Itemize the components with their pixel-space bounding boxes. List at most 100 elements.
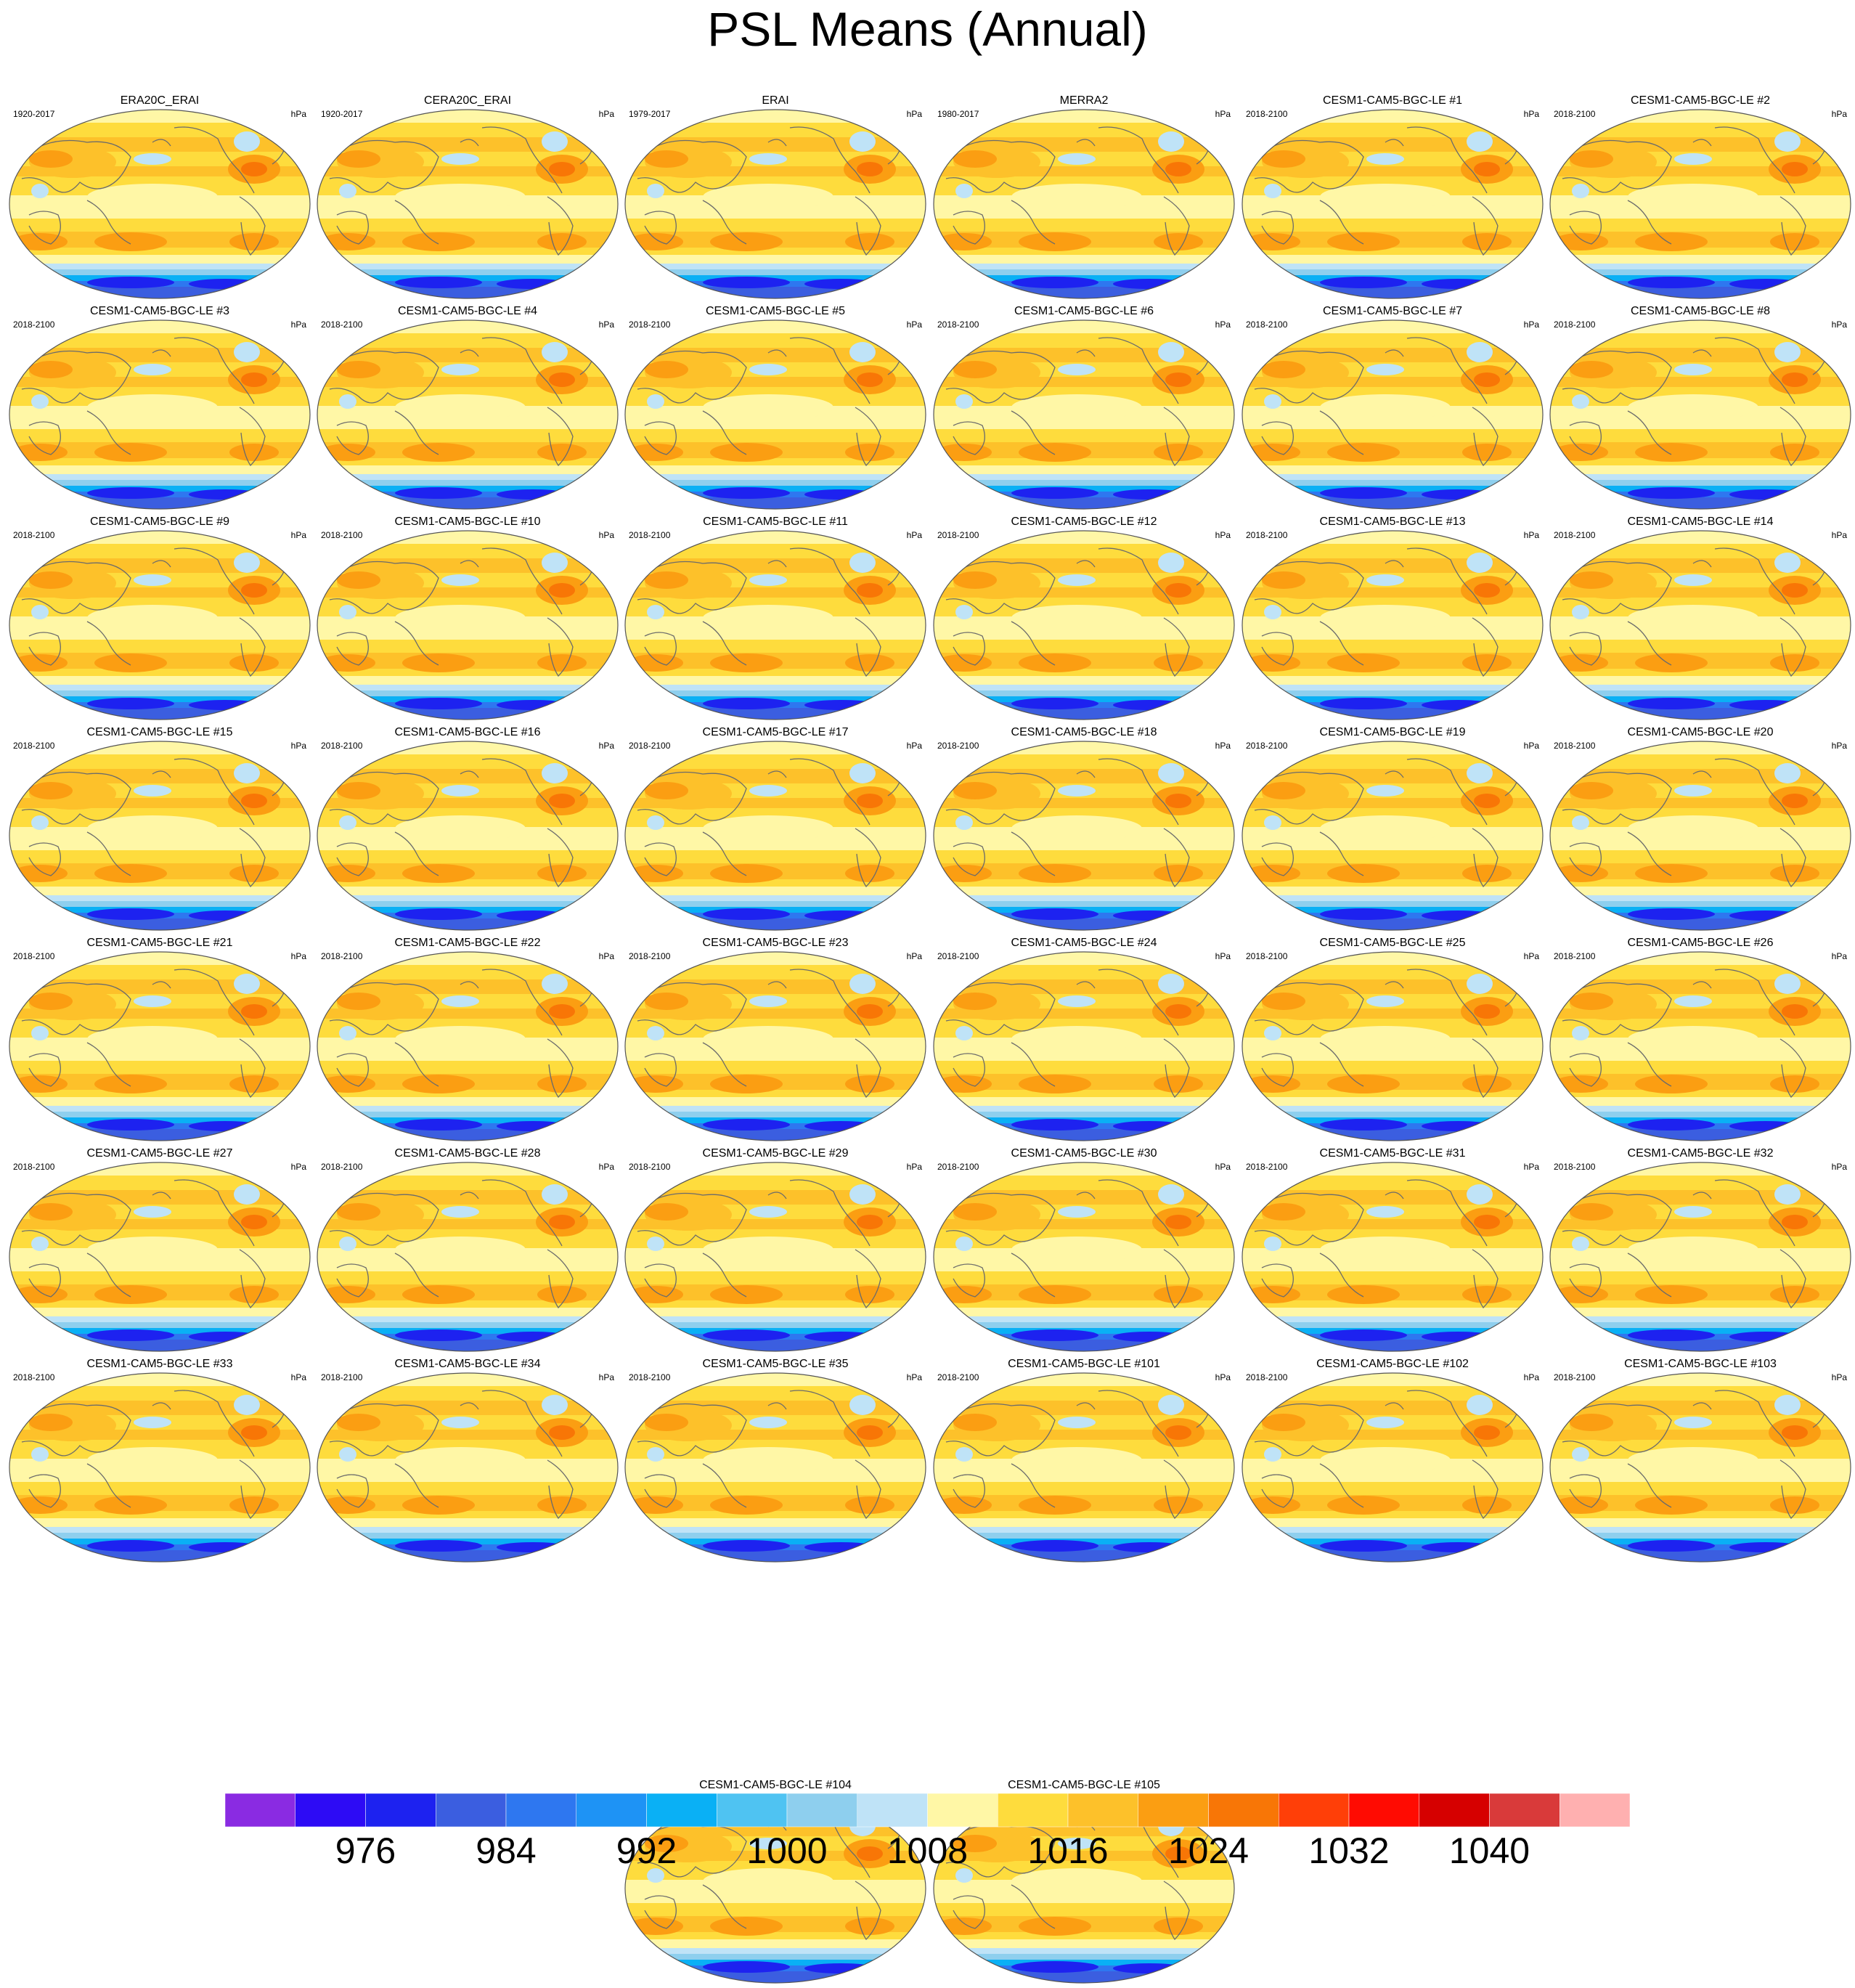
colorbar-box — [1138, 1793, 1209, 1828]
psl-band — [317, 1316, 618, 1322]
panel-title: CESM1-CAM5-BGC-LE #31 — [1319, 1147, 1466, 1160]
coastline — [336, 1053, 369, 1087]
psl-band — [9, 1518, 310, 1527]
pressure-cell — [12, 1286, 68, 1303]
psl-band — [625, 965, 926, 979]
psl-band — [1242, 907, 1543, 913]
pressure-cell — [1366, 153, 1404, 165]
psl-band — [1550, 1112, 1851, 1117]
coastline — [86, 831, 131, 876]
pressure-cell — [1262, 782, 1305, 799]
psl-band — [934, 1511, 1234, 1518]
pressure-cell — [395, 1119, 482, 1131]
coastline — [1779, 1038, 1806, 1099]
pressure-cell — [29, 361, 73, 378]
pressure-cell — [849, 763, 876, 783]
panel-title: CESM1-CAM5-BGC-LE #8 — [1630, 305, 1771, 317]
coastline — [1714, 1390, 1795, 1457]
coastline — [1562, 982, 1672, 1035]
psl-band — [934, 1112, 1234, 1117]
pressure-cell — [241, 794, 267, 808]
coastline — [945, 1192, 1056, 1246]
coastline — [855, 1249, 881, 1309]
panel-title: CESM1-CAM5-BGC-LE #20 — [1627, 726, 1774, 738]
pressure-cell — [937, 654, 992, 672]
pressure-cell — [937, 1286, 992, 1303]
pressure-cell — [402, 1285, 475, 1304]
coastline — [1319, 621, 1364, 666]
psl-band — [934, 1971, 1234, 1983]
pressure-cell — [1635, 232, 1708, 251]
panel-title: CESM1-CAM5-BGC-LE #9 — [89, 516, 230, 528]
map-outline — [933, 1372, 1235, 1563]
pressure-cell — [1158, 974, 1184, 994]
psl-band — [9, 219, 310, 232]
coastline — [789, 969, 871, 1036]
coastline — [1627, 1042, 1672, 1087]
panel-title: CESM1-CAM5-BGC-LE #35 — [702, 1358, 849, 1370]
map-panel: CESM1-CAM5-BGC-LE #15 2018-2100 hPa — [7, 725, 312, 935]
map-panel: CESM1-CAM5-BGC-LE #102 2018-2100 hPa — [1240, 1356, 1545, 1567]
pressure-cell — [1019, 1917, 1091, 1936]
psl-band — [9, 123, 310, 137]
psl-band — [1242, 429, 1543, 442]
pressure-cell — [1474, 1215, 1500, 1229]
panel-period: 2018-2100 — [1246, 1162, 1288, 1172]
pressure-cell — [1467, 763, 1493, 783]
pressure-cell — [937, 1075, 992, 1093]
psl-band — [934, 1527, 1234, 1533]
colorbar-box — [717, 1793, 788, 1828]
psl-band — [934, 1308, 1234, 1316]
pressure-cell — [1474, 162, 1500, 176]
psl-band — [1242, 1511, 1543, 1518]
psl-band — [317, 1386, 618, 1401]
pressure-cell — [703, 1329, 790, 1341]
coastline — [1406, 1390, 1488, 1457]
pressure-cell — [1572, 605, 1589, 619]
pressure-cell — [953, 782, 997, 799]
psl-band — [9, 879, 310, 887]
psl-map — [317, 741, 619, 931]
panel-title: CESM1-CAM5-BGC-LE #27 — [86, 1147, 233, 1160]
pressure-cell — [1011, 1026, 1142, 1052]
coastline — [1261, 211, 1294, 245]
pressure-cell — [1462, 1496, 1512, 1514]
pressure-cell — [1019, 1496, 1091, 1515]
pressure-cell — [1058, 785, 1096, 797]
panel-period: 1979-2017 — [629, 109, 671, 119]
psl-band — [9, 690, 310, 696]
map-panel: CESM1-CAM5-BGC-LE #11 2018-2100 hPa — [623, 514, 928, 725]
panel-units: hPa — [906, 741, 922, 751]
psl-band — [1550, 123, 1851, 137]
panel-units: hPa — [598, 319, 614, 330]
psl-band — [1242, 879, 1543, 887]
coastline — [174, 1390, 255, 1457]
coastline — [1254, 771, 1364, 825]
pressure-cell — [1635, 653, 1708, 672]
pressure-cell — [1320, 815, 1451, 842]
panel-title: CESM1-CAM5-BGC-LE #18 — [1011, 726, 1157, 738]
panel-units: hPa — [1831, 951, 1847, 961]
psl-band — [1550, 1106, 1851, 1112]
coastline — [152, 1191, 171, 1199]
panel-period: 2018-2100 — [1246, 951, 1288, 961]
map-outline — [317, 109, 619, 299]
map-outline — [317, 319, 619, 510]
psl-band — [625, 544, 926, 558]
coastline — [644, 1474, 677, 1508]
coastline — [1098, 758, 1179, 826]
pressure-cell — [703, 1868, 833, 1894]
coastline — [394, 1252, 439, 1298]
psl-band — [625, 248, 926, 255]
colorbar-box — [857, 1793, 928, 1828]
pressure-cell — [647, 1237, 664, 1251]
pressure-cell — [1165, 1425, 1191, 1440]
pressure-cell — [1019, 443, 1091, 462]
pressure-cell — [402, 443, 475, 462]
coastline — [1254, 350, 1364, 404]
coastline — [789, 547, 871, 615]
coastline — [21, 1403, 131, 1457]
panel-units: hPa — [1215, 319, 1231, 330]
map-outline — [1242, 1162, 1544, 1352]
coastline — [1011, 831, 1056, 876]
